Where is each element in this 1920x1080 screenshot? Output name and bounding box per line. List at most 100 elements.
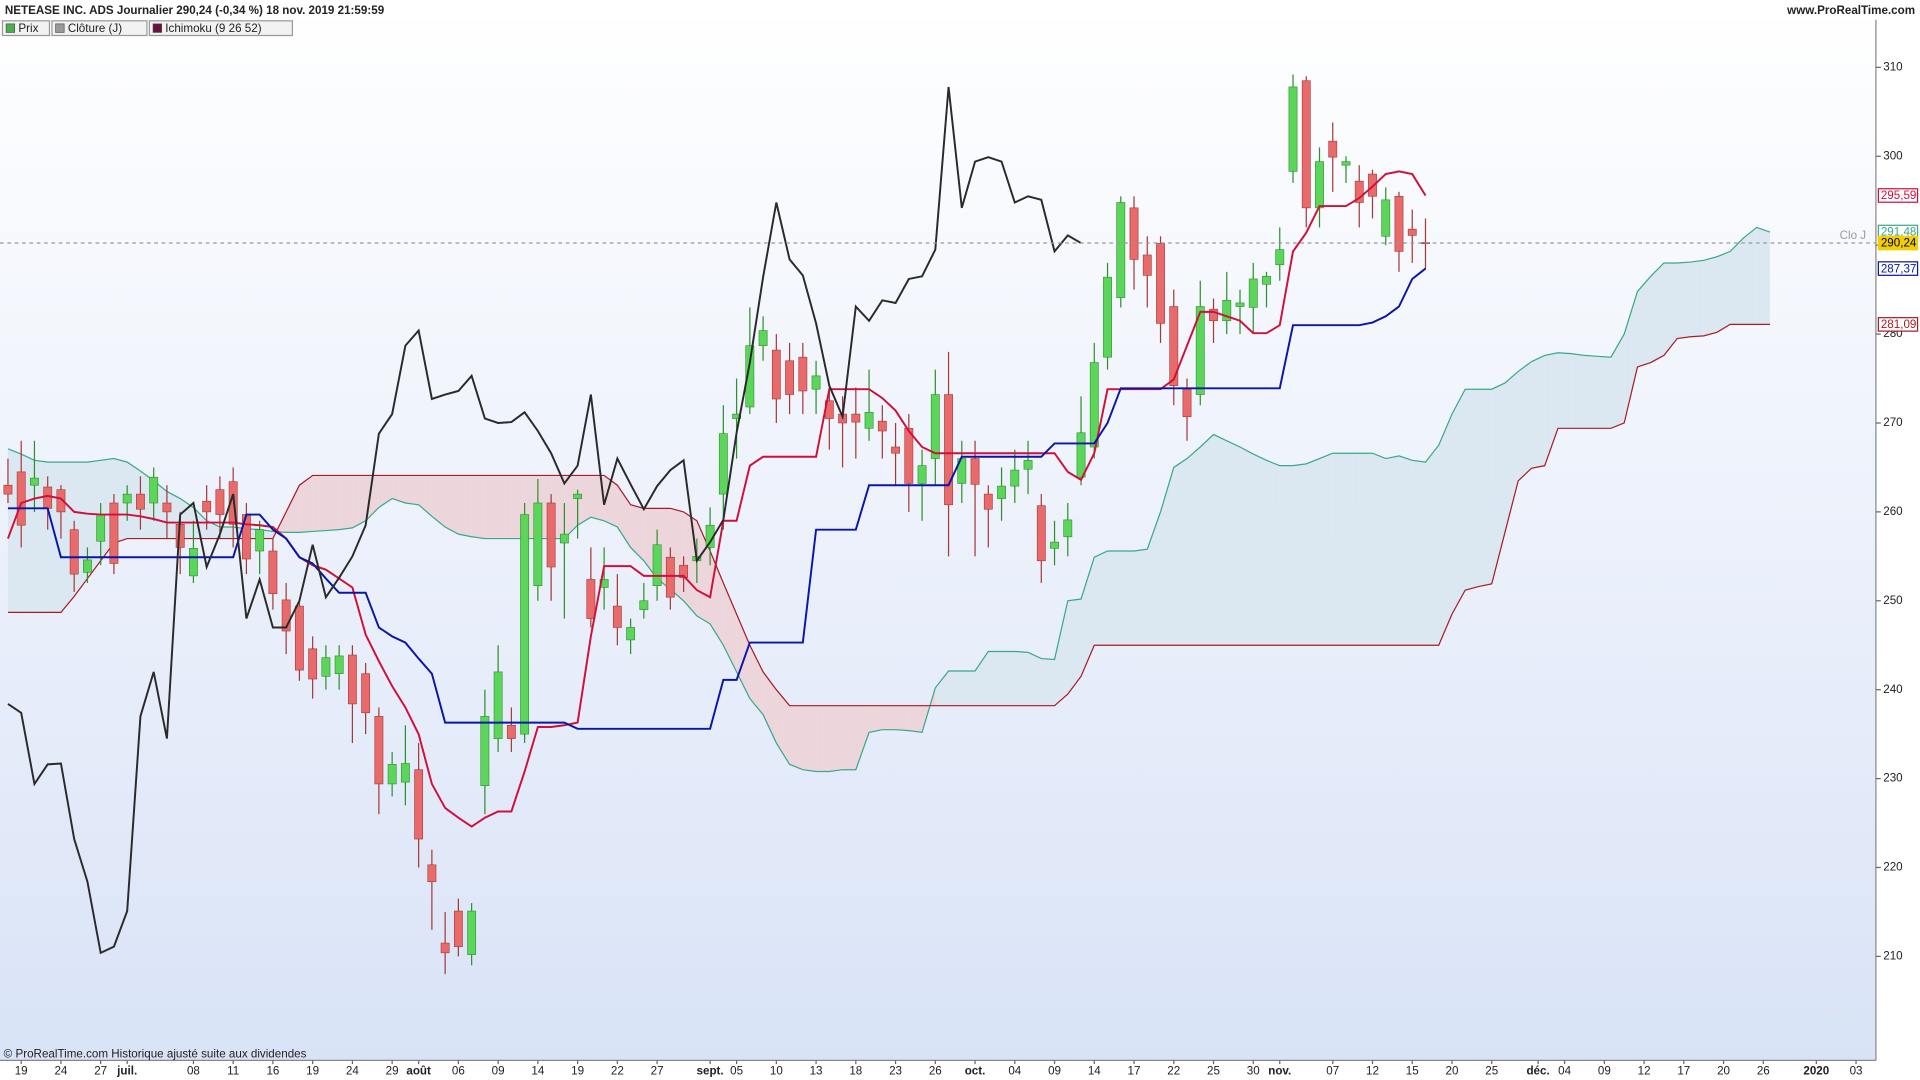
x-tick-label: 09	[1598, 1065, 1611, 1078]
cloud-segment	[1398, 455, 1413, 646]
cloud-segment	[869, 705, 883, 733]
candle-body	[851, 413, 861, 423]
ichimoku-line	[7, 86, 1082, 955]
legend-item: Prix	[1, 20, 51, 37]
cloud-segment	[418, 475, 432, 517]
last-price-tag: Clo J	[1840, 229, 1867, 242]
candle-body	[1182, 388, 1192, 418]
cloud-segment	[378, 475, 393, 508]
candle-body	[1209, 308, 1218, 322]
candle-body	[1235, 302, 1245, 307]
x-tick-label: 23	[889, 1065, 902, 1078]
legend-box	[148, 20, 294, 37]
candle-body	[652, 544, 662, 586]
candle-body	[732, 413, 742, 419]
price-label-box	[1877, 188, 1919, 203]
legend-swatch	[55, 23, 65, 33]
cloud-segment	[855, 705, 870, 770]
x-tick-label: 20	[1446, 1065, 1459, 1078]
cloud-segment	[1240, 446, 1254, 646]
watermark: NTES, J	[1820, 1007, 1863, 1020]
candle-body	[321, 657, 331, 677]
candle-body	[1103, 276, 1112, 358]
time-axis	[0, 1060, 1876, 1080]
cloud-segment	[1438, 414, 1452, 646]
candle-body	[1063, 519, 1073, 538]
cloud-segment	[1610, 334, 1625, 429]
candle-body	[533, 502, 543, 586]
cloud-segment	[431, 475, 446, 528]
cloud-segment	[127, 462, 141, 539]
y-tick-label: 300	[1883, 149, 1903, 162]
x-tick-label: 22	[611, 1065, 624, 1078]
cloud-segment	[1134, 549, 1148, 646]
legend-label: Ichimoku (9 26 52)	[165, 22, 261, 35]
candle-body	[1288, 86, 1298, 172]
candle-body	[1036, 505, 1046, 562]
candle-body	[612, 605, 622, 628]
cloud-segment	[1107, 551, 1121, 646]
cloud-segment	[1743, 227, 1757, 325]
cloud-segment	[1465, 389, 1479, 591]
candle-body	[1169, 306, 1179, 386]
candle-body	[1116, 202, 1126, 298]
cloud-segment	[961, 671, 976, 706]
x-tick-label: 27	[651, 1065, 664, 1078]
x-tick-label: 07	[1326, 1065, 1339, 1078]
cloud-segment	[1200, 434, 1214, 646]
candle-body	[334, 655, 344, 674]
y-tick-label: 250	[1883, 594, 1903, 607]
legend-swatch	[5, 23, 15, 33]
candle-body	[520, 514, 530, 735]
candle-body	[149, 476, 159, 504]
cloud-segment	[325, 475, 340, 531]
plot	[3, 74, 1771, 975]
candle-body	[294, 605, 304, 671]
cloud-segment	[365, 475, 379, 521]
source: www.ProRealTime.com	[1786, 4, 1915, 17]
candle-body	[1195, 306, 1205, 395]
candle-body	[665, 556, 675, 598]
x-tick-label: 22	[1167, 1065, 1180, 1078]
candle-body	[559, 533, 569, 544]
candle-body	[43, 486, 53, 509]
price-label: 290,24	[1881, 237, 1917, 250]
cloud-segment	[1690, 260, 1704, 337]
cloud-segment	[1584, 355, 1598, 429]
cloud-segment	[1518, 361, 1532, 481]
cloud-segment	[1451, 389, 1466, 615]
cloud-segment	[299, 475, 313, 533]
x-tick-label: 17	[1677, 1065, 1690, 1078]
candle-body	[1301, 80, 1311, 209]
cloud-segment	[802, 705, 817, 772]
candle-body	[122, 493, 132, 504]
cloud-segment	[935, 671, 949, 706]
cloud-segment	[564, 475, 578, 539]
legend-item: Ichimoku (9 26 52)	[148, 20, 294, 37]
cloud-segment	[683, 511, 697, 616]
candle-body	[771, 349, 781, 400]
cloud-segment	[1359, 453, 1373, 646]
cloud-segment	[1120, 551, 1135, 646]
candle-body	[268, 550, 278, 594]
candle-body	[1354, 180, 1364, 203]
candle-body	[1222, 299, 1232, 322]
candle-body	[1156, 243, 1165, 324]
x-tick-label: déc.	[1526, 1065, 1549, 1078]
cloud-segment	[988, 651, 1002, 706]
cloud-segment	[1531, 355, 1545, 469]
candle-body	[189, 548, 198, 577]
cloud-segment	[87, 460, 101, 579]
x-tick-label: 18	[849, 1065, 862, 1078]
candle-body	[1023, 460, 1033, 470]
price-label: 281,09	[1881, 318, 1917, 331]
x-tick-label: nov.	[1268, 1065, 1291, 1078]
price-label-box	[1877, 261, 1919, 276]
legend-box	[51, 20, 148, 37]
candle-body	[400, 763, 410, 783]
cloud-segment	[908, 705, 923, 733]
y-tick-label: 230	[1883, 772, 1903, 785]
x-tick-label: 24	[346, 1065, 359, 1078]
candle-body	[361, 673, 371, 714]
candle-body	[1129, 207, 1139, 260]
